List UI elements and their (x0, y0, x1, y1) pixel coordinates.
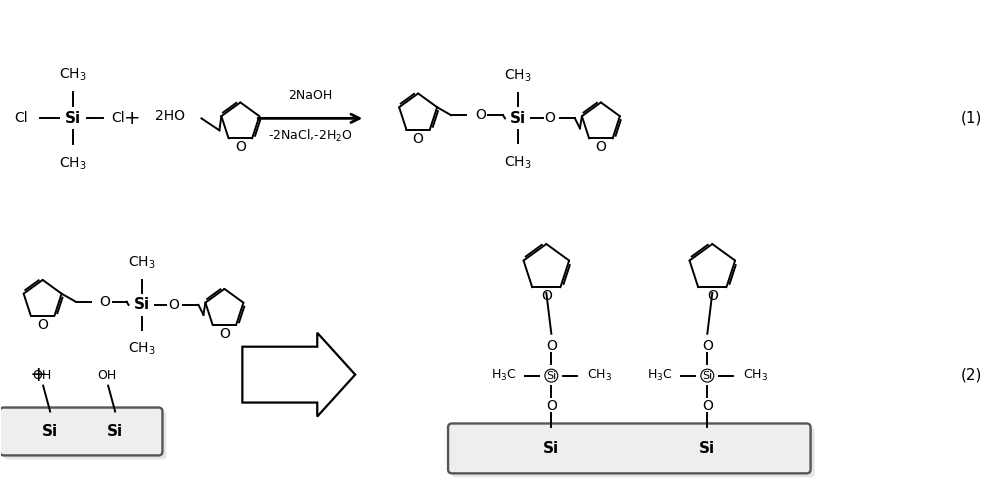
Text: Cl: Cl (112, 111, 125, 125)
FancyBboxPatch shape (0, 408, 162, 455)
Text: O: O (707, 289, 718, 303)
Text: -2NaCl,-2H$_2$O: -2NaCl,-2H$_2$O (268, 128, 353, 145)
Text: O: O (475, 108, 486, 122)
Text: Si: Si (107, 424, 123, 439)
Text: 2HO: 2HO (155, 109, 185, 123)
Text: (2): (2) (961, 367, 982, 382)
FancyBboxPatch shape (4, 412, 166, 460)
Text: Si: Si (42, 424, 58, 439)
Text: +: + (124, 109, 141, 128)
Text: O: O (545, 111, 555, 125)
Text: Si: Si (546, 370, 556, 381)
Text: Si: Si (543, 441, 559, 456)
Text: CH$_3$: CH$_3$ (587, 368, 612, 383)
Text: O: O (546, 398, 557, 413)
Text: Si: Si (699, 441, 715, 456)
Polygon shape (242, 333, 355, 416)
Text: CH$_3$: CH$_3$ (59, 67, 86, 83)
Text: CH$_3$: CH$_3$ (128, 254, 155, 271)
Text: OH: OH (33, 368, 52, 382)
Text: O: O (595, 141, 606, 154)
Text: OH: OH (98, 368, 117, 382)
Text: Si: Si (702, 370, 712, 381)
Text: CH$_3$: CH$_3$ (59, 155, 86, 172)
Text: O: O (702, 398, 713, 413)
Text: O: O (413, 131, 424, 146)
Text: (1): (1) (961, 111, 982, 126)
Text: O: O (100, 294, 110, 309)
Text: Si: Si (510, 111, 526, 126)
Text: Si: Si (65, 111, 81, 126)
Text: Cl: Cl (14, 111, 27, 125)
Text: CH$_3$: CH$_3$ (504, 154, 532, 171)
Text: CH$_3$: CH$_3$ (743, 368, 768, 383)
Text: Si: Si (133, 297, 150, 312)
Text: CH$_3$: CH$_3$ (504, 68, 532, 84)
Text: O: O (541, 289, 552, 303)
Text: +: + (30, 365, 47, 385)
Text: CH$_3$: CH$_3$ (128, 341, 155, 357)
Text: O: O (168, 298, 179, 312)
FancyBboxPatch shape (448, 423, 811, 473)
Text: O: O (219, 327, 230, 341)
Text: H$_3$C: H$_3$C (491, 368, 516, 383)
FancyBboxPatch shape (452, 427, 815, 477)
Text: O: O (546, 339, 557, 353)
Text: 2NaOH: 2NaOH (288, 89, 332, 102)
Text: O: O (702, 339, 713, 353)
Text: H$_3$C: H$_3$C (647, 368, 672, 383)
Text: O: O (37, 318, 48, 332)
Text: O: O (235, 141, 246, 154)
